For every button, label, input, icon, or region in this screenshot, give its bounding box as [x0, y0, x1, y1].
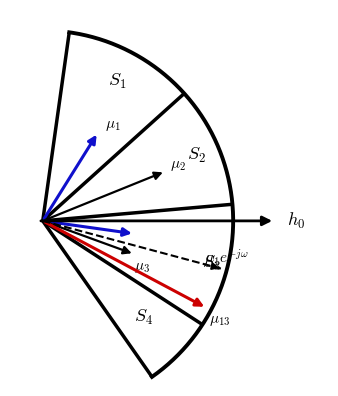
Text: $\mu_3$: $\mu_3$ — [135, 259, 150, 274]
Text: $S_2$: $S_2$ — [187, 146, 206, 165]
Text: $S_4$: $S_4$ — [134, 308, 152, 327]
Text: $S_3$: $S_3$ — [202, 253, 221, 272]
Text: $\mu_{13}$: $\mu_{13}$ — [209, 313, 231, 328]
Text: $\mu_2$: $\mu_2$ — [170, 158, 186, 173]
Text: $S_1$: $S_1$ — [108, 72, 126, 91]
Text: $\mu_1 e^{-j\omega}$: $\mu_1 e^{-j\omega}$ — [203, 248, 248, 269]
Text: $h_0$: $h_0$ — [287, 211, 305, 231]
Text: $\mu_1$: $\mu_1$ — [105, 118, 121, 133]
